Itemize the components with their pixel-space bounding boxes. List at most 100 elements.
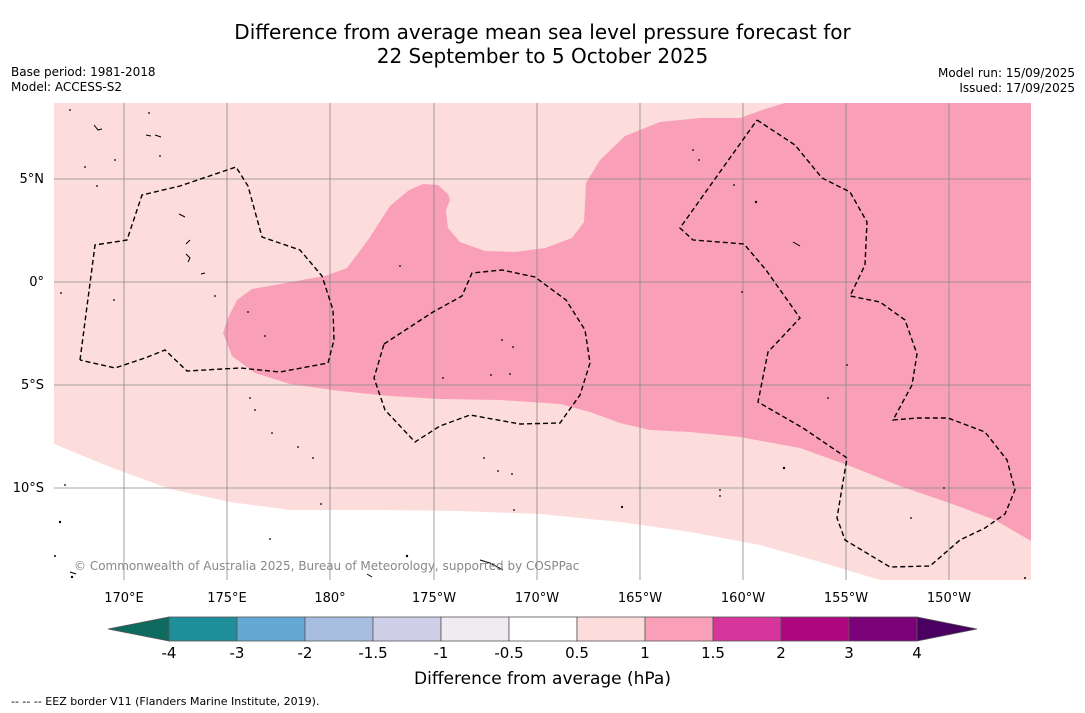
colorbar-label: Difference from average (hPa) xyxy=(414,669,671,689)
atoll xyxy=(70,575,74,579)
colorbar-tick: 1 xyxy=(640,644,650,662)
atoll xyxy=(312,457,314,459)
atoll xyxy=(114,159,116,161)
colorbar-segment xyxy=(168,616,238,642)
colorbar xyxy=(107,616,978,642)
island-marshall-1 xyxy=(145,134,162,138)
atoll xyxy=(782,466,786,470)
atoll xyxy=(442,377,444,379)
atoll xyxy=(1024,577,1026,579)
colorbar-tick: -0.5 xyxy=(494,644,523,662)
atoll xyxy=(271,432,273,434)
atoll xyxy=(254,409,256,411)
eez-tokelau-phoenix xyxy=(373,269,591,443)
contour-band-1-to-1-5 xyxy=(223,103,1031,541)
atoll xyxy=(113,299,115,301)
map-title: Difference from average mean sea level p… xyxy=(0,20,1085,68)
copyright-text: © Commonwealth of Australia 2025, Bureau… xyxy=(74,559,579,573)
colorbar-segment xyxy=(780,616,850,642)
atoll xyxy=(698,159,700,161)
colorbar-tick: 4 xyxy=(912,644,922,662)
lon-label-170e: 170°E xyxy=(104,591,144,606)
colorbar-tick: -1.5 xyxy=(358,644,387,662)
lat-label-10s: 10°S xyxy=(13,481,44,496)
island-samoa xyxy=(479,559,504,571)
lon-label-170w: 170°W xyxy=(515,591,559,606)
atoll xyxy=(159,155,161,157)
colorbar-tick: -3 xyxy=(230,644,245,662)
atoll xyxy=(405,554,409,558)
colorbar-segment xyxy=(236,616,306,642)
atoll xyxy=(513,509,515,511)
atoll xyxy=(60,292,62,294)
colorbar-segment xyxy=(712,616,782,642)
atoll xyxy=(620,505,624,509)
atoll xyxy=(846,364,848,366)
atoll xyxy=(490,374,492,376)
atoll xyxy=(249,397,251,399)
atoll xyxy=(214,295,216,297)
graticule xyxy=(54,103,1031,580)
atoll xyxy=(719,495,721,497)
colorbar-ticks: -4 -3 -2 -1.5 -1 -0.5 0.5 1 1.5 2 3 4 xyxy=(162,644,922,662)
atoll xyxy=(269,538,271,540)
atoll xyxy=(512,346,514,348)
colorbar-tick: -1 xyxy=(434,644,449,662)
lon-label-175e: 175°E xyxy=(207,591,247,606)
eez-borders xyxy=(79,119,1016,568)
lon-label-165w: 165°W xyxy=(618,591,662,606)
atoll xyxy=(943,487,945,489)
atoll xyxy=(84,166,86,168)
base-period: Base period: 1981-2018 xyxy=(11,65,156,79)
lon-label-160w: 160°W xyxy=(721,591,765,606)
lon-label-150w: 150°W xyxy=(927,591,971,606)
atoll xyxy=(910,517,912,519)
atoll xyxy=(497,470,499,472)
colorbar-segment xyxy=(848,616,918,642)
atoll xyxy=(733,184,735,186)
lon-label-175w: 175°W xyxy=(412,591,456,606)
eez-line-islands xyxy=(679,119,1016,568)
colorbar-tick: 3 xyxy=(844,644,854,662)
colorbar-tick: -4 xyxy=(162,644,177,662)
lat-axis-labels: 5°N 0° 5°S 10°S xyxy=(13,172,44,496)
colorbar-segment xyxy=(440,616,510,642)
model-name: Model: ACCESS-S2 xyxy=(11,80,123,94)
island-kiritimati xyxy=(792,241,801,247)
eez-kiribati-gilberts xyxy=(79,166,335,373)
colorbar-arrow-right xyxy=(916,616,978,642)
island-marshall-2 xyxy=(93,124,103,131)
atoll xyxy=(54,555,56,557)
atoll xyxy=(754,200,758,204)
atoll xyxy=(96,185,98,187)
atoll xyxy=(148,112,150,114)
atoll xyxy=(741,291,743,293)
atoll xyxy=(297,446,299,448)
atoll xyxy=(247,311,249,313)
colorbar-tick: 2 xyxy=(776,644,786,662)
atoll xyxy=(58,520,62,524)
colorbar-tick: 1.5 xyxy=(701,644,725,662)
lon-label-180: 180° xyxy=(314,591,345,606)
colorbar-segment xyxy=(372,616,442,642)
atoll xyxy=(264,335,266,337)
atoll xyxy=(320,503,322,505)
issued-date: Issued: 17/09/2025 xyxy=(959,81,1075,95)
atoll xyxy=(509,373,511,375)
title-line-1: Difference from average mean sea level p… xyxy=(234,20,851,44)
island-tonga-north xyxy=(366,573,373,578)
small-atolls xyxy=(54,109,1026,579)
atoll xyxy=(399,265,401,267)
atoll xyxy=(69,109,71,111)
lon-axis-labels: 170°E 175°E 180° 175°W 170°W 165°W 160°W… xyxy=(104,591,971,606)
atoll xyxy=(501,339,503,341)
lat-label-5n: 5°N xyxy=(20,172,45,187)
model-run: Model run: 15/09/2025 xyxy=(937,66,1075,80)
island-tarawa xyxy=(178,213,186,218)
atoll xyxy=(827,397,829,399)
lat-label-5s: 5°S xyxy=(21,378,44,393)
atoll xyxy=(719,489,721,491)
atoll xyxy=(511,473,513,475)
meta-right: Model run: 15/09/2025 Issued: 17/09/2025 xyxy=(938,66,1075,96)
